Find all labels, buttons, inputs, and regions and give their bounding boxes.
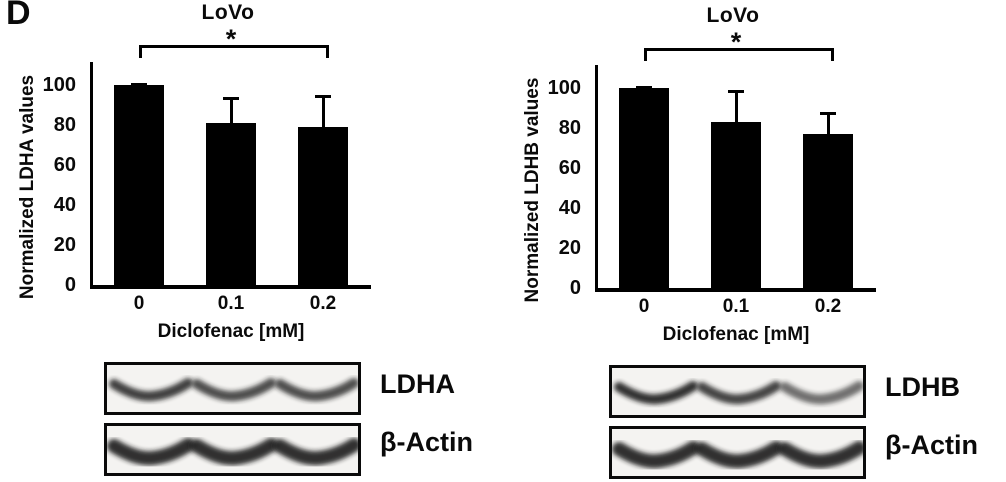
bar [298,127,348,285]
bar [803,134,853,288]
error-bar-cap [820,112,836,115]
x-tick-label: 0.2 [814,296,842,317]
error-bar [321,95,325,127]
bar [114,85,164,285]
chart-title: LoVo [201,1,255,24]
western-blot-beta-actin-left [104,423,361,476]
x-tick-label: 0 [133,293,145,314]
y-tick-label: 100 [547,77,581,99]
western-blot-beta-actin-right [609,426,866,479]
x-axis-label: Diclofenac [mM] [662,324,810,345]
blot-label-ldha: LDHA [380,369,455,399]
y-tick-label: 20 [558,237,581,259]
y-tick-label: 20 [53,234,76,256]
y-tick-label: 80 [558,117,581,139]
ldha-panel: LoVo * Normalized LDHA values Diclofenac… [0,0,501,479]
bar [711,122,761,288]
ldhb-panel: LoVo * Normalized LDHB values Diclofenac… [505,3,1006,482]
significance-asterisk: * [225,24,237,54]
y-tick-label: 0 [64,274,76,296]
significance-bracket [644,48,834,61]
x-axis-label: Diclofenac [mM] [157,321,305,342]
blot-bands [109,378,358,402]
error-bar [826,112,830,134]
significance-bracket [139,45,329,58]
x-tick-label: 0.2 [309,293,337,314]
error-bar-cap [223,97,239,100]
blot-label-beta-actin-left: β-Actin [380,427,473,457]
y-tick-label: 40 [558,197,581,219]
ldha-bar-chart: LoVo * Normalized LDHA values Diclofenac… [0,0,501,479]
bar [619,88,669,288]
blot-bands [612,441,863,469]
x-tick-label: 0.1 [217,293,245,314]
blot-bands [614,381,863,405]
y-tick-label: 60 [53,154,76,176]
ldhb-bar-chart: LoVo * Normalized LDHB values Diclofenac… [505,3,1006,482]
y-tick-label: 0 [569,277,581,299]
x-tick-label: 0.1 [722,296,750,317]
western-blot-ldha [104,362,361,415]
y-tick-label: 100 [42,74,76,96]
bar [206,123,256,285]
significance-asterisk: * [730,27,742,57]
panel-letter: D [6,0,31,32]
y-tick-label: 40 [53,194,76,216]
chart-title: LoVo [706,4,760,27]
blot-bands [107,438,358,466]
x-tick-label: 0 [638,296,650,317]
plot-area [595,65,876,292]
y-tick-label: 60 [558,157,581,179]
blot-label-beta-actin-right: β-Actin [885,430,978,460]
error-bar-cap [131,83,147,86]
error-bar-cap [636,86,652,89]
plot-area [90,62,371,289]
western-blot-ldhb [609,365,866,418]
error-bar [229,97,233,123]
error-bar-cap [728,90,744,93]
error-bar [734,90,738,122]
error-bar-cap [315,95,331,98]
blot-label-ldhb: LDHB [885,372,960,402]
y-tick-label: 80 [53,114,76,136]
